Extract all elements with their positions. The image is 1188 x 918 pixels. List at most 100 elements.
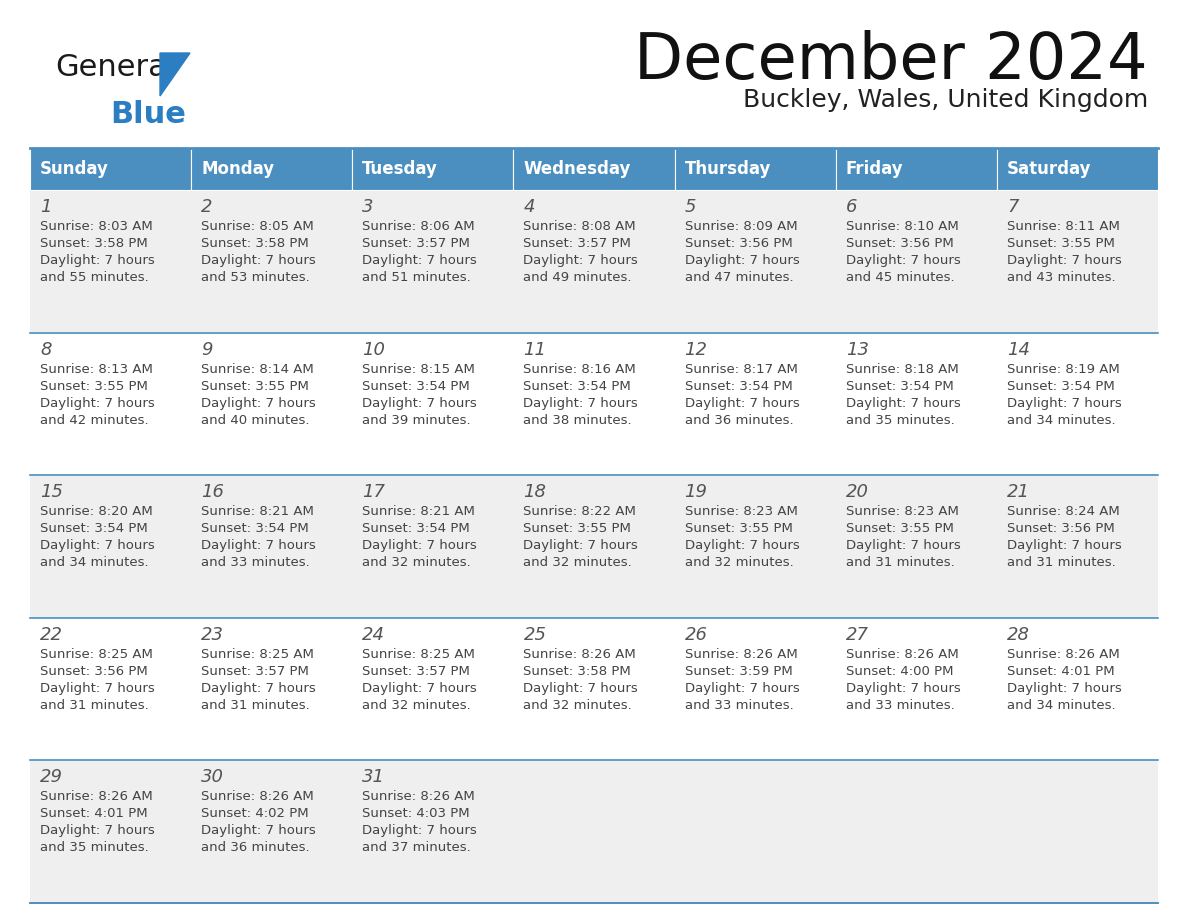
Text: Wednesday: Wednesday xyxy=(524,160,631,178)
Bar xyxy=(675,148,835,190)
Text: Sunrise: 8:25 AM: Sunrise: 8:25 AM xyxy=(201,648,314,661)
Text: 2: 2 xyxy=(201,198,213,216)
Bar xyxy=(997,476,1158,618)
Text: 28: 28 xyxy=(1007,626,1030,644)
Text: Sunset: 3:55 PM: Sunset: 3:55 PM xyxy=(684,522,792,535)
Text: Sunrise: 8:26 AM: Sunrise: 8:26 AM xyxy=(684,648,797,661)
Bar xyxy=(30,148,191,190)
Bar xyxy=(353,618,513,760)
Text: 7: 7 xyxy=(1007,198,1018,216)
Text: Sunrise: 8:14 AM: Sunrise: 8:14 AM xyxy=(201,363,314,375)
Text: and 47 minutes.: and 47 minutes. xyxy=(684,271,794,284)
Text: Daylight: 7 hours: Daylight: 7 hours xyxy=(524,254,638,267)
Text: 30: 30 xyxy=(201,768,225,787)
Bar xyxy=(997,148,1158,190)
Text: Daylight: 7 hours: Daylight: 7 hours xyxy=(846,397,960,409)
Text: Daylight: 7 hours: Daylight: 7 hours xyxy=(40,682,154,695)
Text: Sunrise: 8:05 AM: Sunrise: 8:05 AM xyxy=(201,220,314,233)
Text: Daylight: 7 hours: Daylight: 7 hours xyxy=(201,824,316,837)
Text: Daylight: 7 hours: Daylight: 7 hours xyxy=(1007,397,1121,409)
Text: and 33 minutes.: and 33 minutes. xyxy=(846,699,954,711)
Text: Daylight: 7 hours: Daylight: 7 hours xyxy=(1007,682,1121,695)
Text: and 53 minutes.: and 53 minutes. xyxy=(201,271,310,284)
Text: 8: 8 xyxy=(40,341,51,359)
Text: Sunrise: 8:10 AM: Sunrise: 8:10 AM xyxy=(846,220,959,233)
Text: and 31 minutes.: and 31 minutes. xyxy=(201,699,310,711)
Bar xyxy=(835,760,997,903)
Text: Sunset: 3:56 PM: Sunset: 3:56 PM xyxy=(684,237,792,250)
Text: Sunset: 3:55 PM: Sunset: 3:55 PM xyxy=(201,380,309,393)
Bar xyxy=(675,618,835,760)
Text: and 32 minutes.: and 32 minutes. xyxy=(362,556,470,569)
Text: and 49 minutes.: and 49 minutes. xyxy=(524,271,632,284)
Text: 20: 20 xyxy=(846,483,868,501)
Bar xyxy=(675,760,835,903)
Text: and 36 minutes.: and 36 minutes. xyxy=(684,414,794,427)
Bar xyxy=(191,618,353,760)
Text: Daylight: 7 hours: Daylight: 7 hours xyxy=(846,682,960,695)
Text: Daylight: 7 hours: Daylight: 7 hours xyxy=(40,824,154,837)
Bar xyxy=(191,148,353,190)
Text: Sunset: 3:59 PM: Sunset: 3:59 PM xyxy=(684,665,792,677)
Bar xyxy=(353,148,513,190)
Bar xyxy=(191,332,353,476)
Text: and 55 minutes.: and 55 minutes. xyxy=(40,271,148,284)
Text: and 31 minutes.: and 31 minutes. xyxy=(846,556,954,569)
Text: Sunrise: 8:23 AM: Sunrise: 8:23 AM xyxy=(684,505,797,518)
Bar xyxy=(513,148,675,190)
Text: Sunset: 3:54 PM: Sunset: 3:54 PM xyxy=(846,380,954,393)
Text: Sunset: 3:57 PM: Sunset: 3:57 PM xyxy=(524,237,631,250)
Bar xyxy=(675,190,835,332)
Text: Sunrise: 8:26 AM: Sunrise: 8:26 AM xyxy=(362,790,475,803)
Text: Sunset: 3:57 PM: Sunset: 3:57 PM xyxy=(362,237,470,250)
Bar xyxy=(191,190,353,332)
Bar xyxy=(835,618,997,760)
Text: Sunset: 3:54 PM: Sunset: 3:54 PM xyxy=(40,522,147,535)
Text: Sunset: 3:58 PM: Sunset: 3:58 PM xyxy=(40,237,147,250)
Text: Daylight: 7 hours: Daylight: 7 hours xyxy=(201,539,316,553)
Text: 27: 27 xyxy=(846,626,868,644)
Bar xyxy=(513,190,675,332)
Text: and 36 minutes.: and 36 minutes. xyxy=(201,842,310,855)
Bar xyxy=(675,476,835,618)
Text: Blue: Blue xyxy=(110,100,185,129)
Text: and 38 minutes.: and 38 minutes. xyxy=(524,414,632,427)
Text: Sunset: 3:58 PM: Sunset: 3:58 PM xyxy=(524,665,631,677)
Text: Sunset: 3:54 PM: Sunset: 3:54 PM xyxy=(201,522,309,535)
Text: and 35 minutes.: and 35 minutes. xyxy=(40,842,148,855)
Text: Daylight: 7 hours: Daylight: 7 hours xyxy=(362,254,478,267)
Text: Sunset: 3:58 PM: Sunset: 3:58 PM xyxy=(201,237,309,250)
Text: 12: 12 xyxy=(684,341,708,359)
Text: Sunrise: 8:11 AM: Sunrise: 8:11 AM xyxy=(1007,220,1120,233)
Bar xyxy=(997,332,1158,476)
Text: Daylight: 7 hours: Daylight: 7 hours xyxy=(201,682,316,695)
Text: and 32 minutes.: and 32 minutes. xyxy=(684,556,794,569)
Text: Sunset: 4:01 PM: Sunset: 4:01 PM xyxy=(40,808,147,821)
Text: and 40 minutes.: and 40 minutes. xyxy=(201,414,310,427)
Bar xyxy=(513,618,675,760)
Bar xyxy=(30,190,191,332)
Text: Sunset: 3:54 PM: Sunset: 3:54 PM xyxy=(362,522,470,535)
Text: Sunset: 3:55 PM: Sunset: 3:55 PM xyxy=(846,522,954,535)
Bar xyxy=(30,618,191,760)
Text: Daylight: 7 hours: Daylight: 7 hours xyxy=(684,254,800,267)
Text: Sunrise: 8:17 AM: Sunrise: 8:17 AM xyxy=(684,363,797,375)
Text: Daylight: 7 hours: Daylight: 7 hours xyxy=(1007,539,1121,553)
Text: Sunset: 4:02 PM: Sunset: 4:02 PM xyxy=(201,808,309,821)
Text: Thursday: Thursday xyxy=(684,160,771,178)
Bar xyxy=(353,476,513,618)
Text: Sunrise: 8:22 AM: Sunrise: 8:22 AM xyxy=(524,505,637,518)
Text: and 32 minutes.: and 32 minutes. xyxy=(362,699,470,711)
Text: Daylight: 7 hours: Daylight: 7 hours xyxy=(201,254,316,267)
Text: Sunrise: 8:18 AM: Sunrise: 8:18 AM xyxy=(846,363,959,375)
Text: 11: 11 xyxy=(524,341,546,359)
Text: Tuesday: Tuesday xyxy=(362,160,438,178)
Text: Daylight: 7 hours: Daylight: 7 hours xyxy=(40,397,154,409)
Text: Sunset: 4:00 PM: Sunset: 4:00 PM xyxy=(846,665,953,677)
Text: Daylight: 7 hours: Daylight: 7 hours xyxy=(201,397,316,409)
Bar xyxy=(835,332,997,476)
Text: and 43 minutes.: and 43 minutes. xyxy=(1007,271,1116,284)
Text: and 45 minutes.: and 45 minutes. xyxy=(846,271,954,284)
Text: Daylight: 7 hours: Daylight: 7 hours xyxy=(846,539,960,553)
Text: Sunrise: 8:15 AM: Sunrise: 8:15 AM xyxy=(362,363,475,375)
